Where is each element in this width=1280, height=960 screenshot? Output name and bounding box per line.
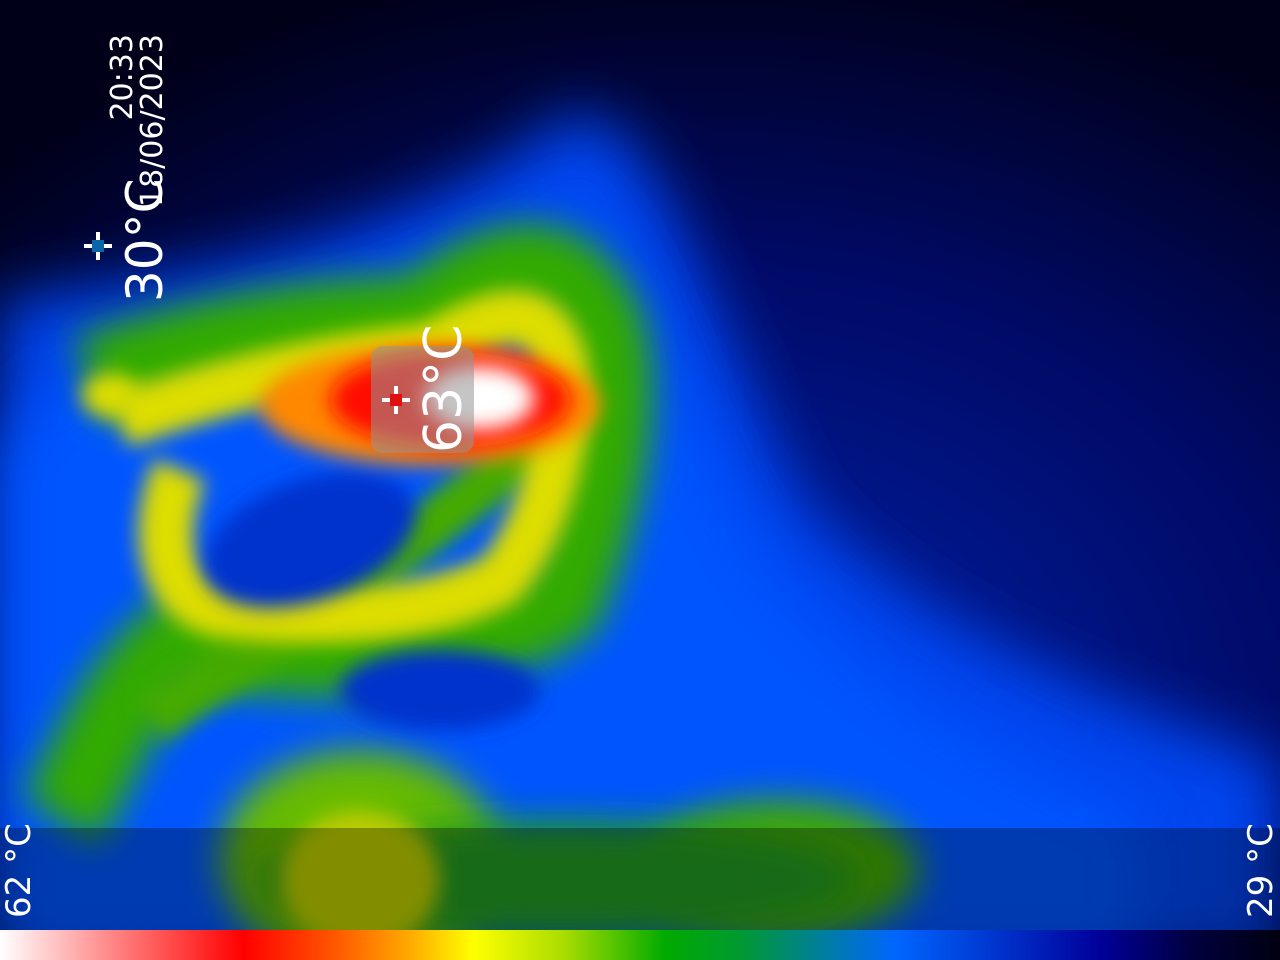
hotspot-crosshair-icon [382, 386, 410, 414]
scale-max-label: 62 °C [0, 823, 39, 918]
hotspot-temperature: 63°C [414, 324, 474, 453]
scale-min-label: 29 °C [1241, 823, 1280, 918]
scale-band [0, 828, 1280, 930]
spot-temperature: 30°C [116, 178, 174, 302]
color-palette-bar [0, 930, 1280, 960]
spot-crosshair-icon [84, 232, 112, 260]
